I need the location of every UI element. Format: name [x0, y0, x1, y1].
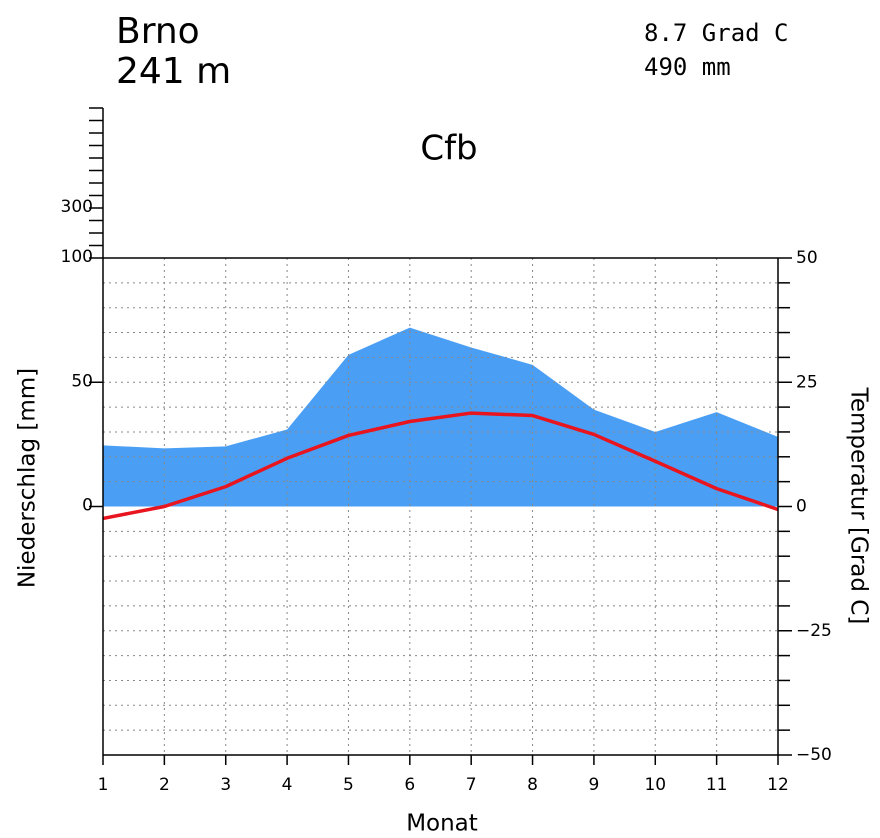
y2-tick-label: 25 — [796, 372, 818, 392]
x-axis-label: Monat — [406, 811, 478, 837]
x-tick-label: 8 — [527, 775, 538, 795]
y-tick-label: 0 — [82, 496, 93, 516]
y-tick-label: 100 — [61, 247, 93, 267]
y2-tick-label: 0 — [796, 497, 807, 517]
x-tick-label: 3 — [220, 775, 231, 795]
x-tick-label: 10 — [644, 775, 666, 795]
elevation: 241 m — [116, 51, 231, 92]
mean-temperature: 8.7 Grad C — [644, 19, 789, 47]
y2-tick-label: 50 — [796, 248, 818, 268]
y-axis-label: Niederschlag [mm] — [15, 368, 41, 588]
station: Brno — [116, 11, 200, 52]
y-upper-tick-label: 300 — [61, 197, 93, 217]
y2-tick-label: −25 — [796, 621, 832, 641]
temperature-line — [102, 411, 779, 521]
x-tick-label: 4 — [282, 775, 293, 795]
x-tick-label: 1 — [98, 775, 109, 795]
x-tick-label: 7 — [466, 775, 477, 795]
x-tick-label: 11 — [706, 775, 728, 795]
x-tick-label: 5 — [343, 775, 354, 795]
x-tick-label: 2 — [159, 775, 170, 795]
x-tick-label: 6 — [404, 775, 415, 795]
y2-axis-label: Temperatur [Grad C] — [846, 387, 872, 625]
y-tick-label: 50 — [71, 371, 93, 391]
x-tick-label: 12 — [767, 775, 789, 795]
annual-precipitation: 490 mm — [644, 53, 731, 81]
y2-tick-label: −50 — [796, 745, 832, 765]
chart-title: Cfb — [420, 129, 477, 169]
x-tick-label: 9 — [588, 775, 599, 795]
